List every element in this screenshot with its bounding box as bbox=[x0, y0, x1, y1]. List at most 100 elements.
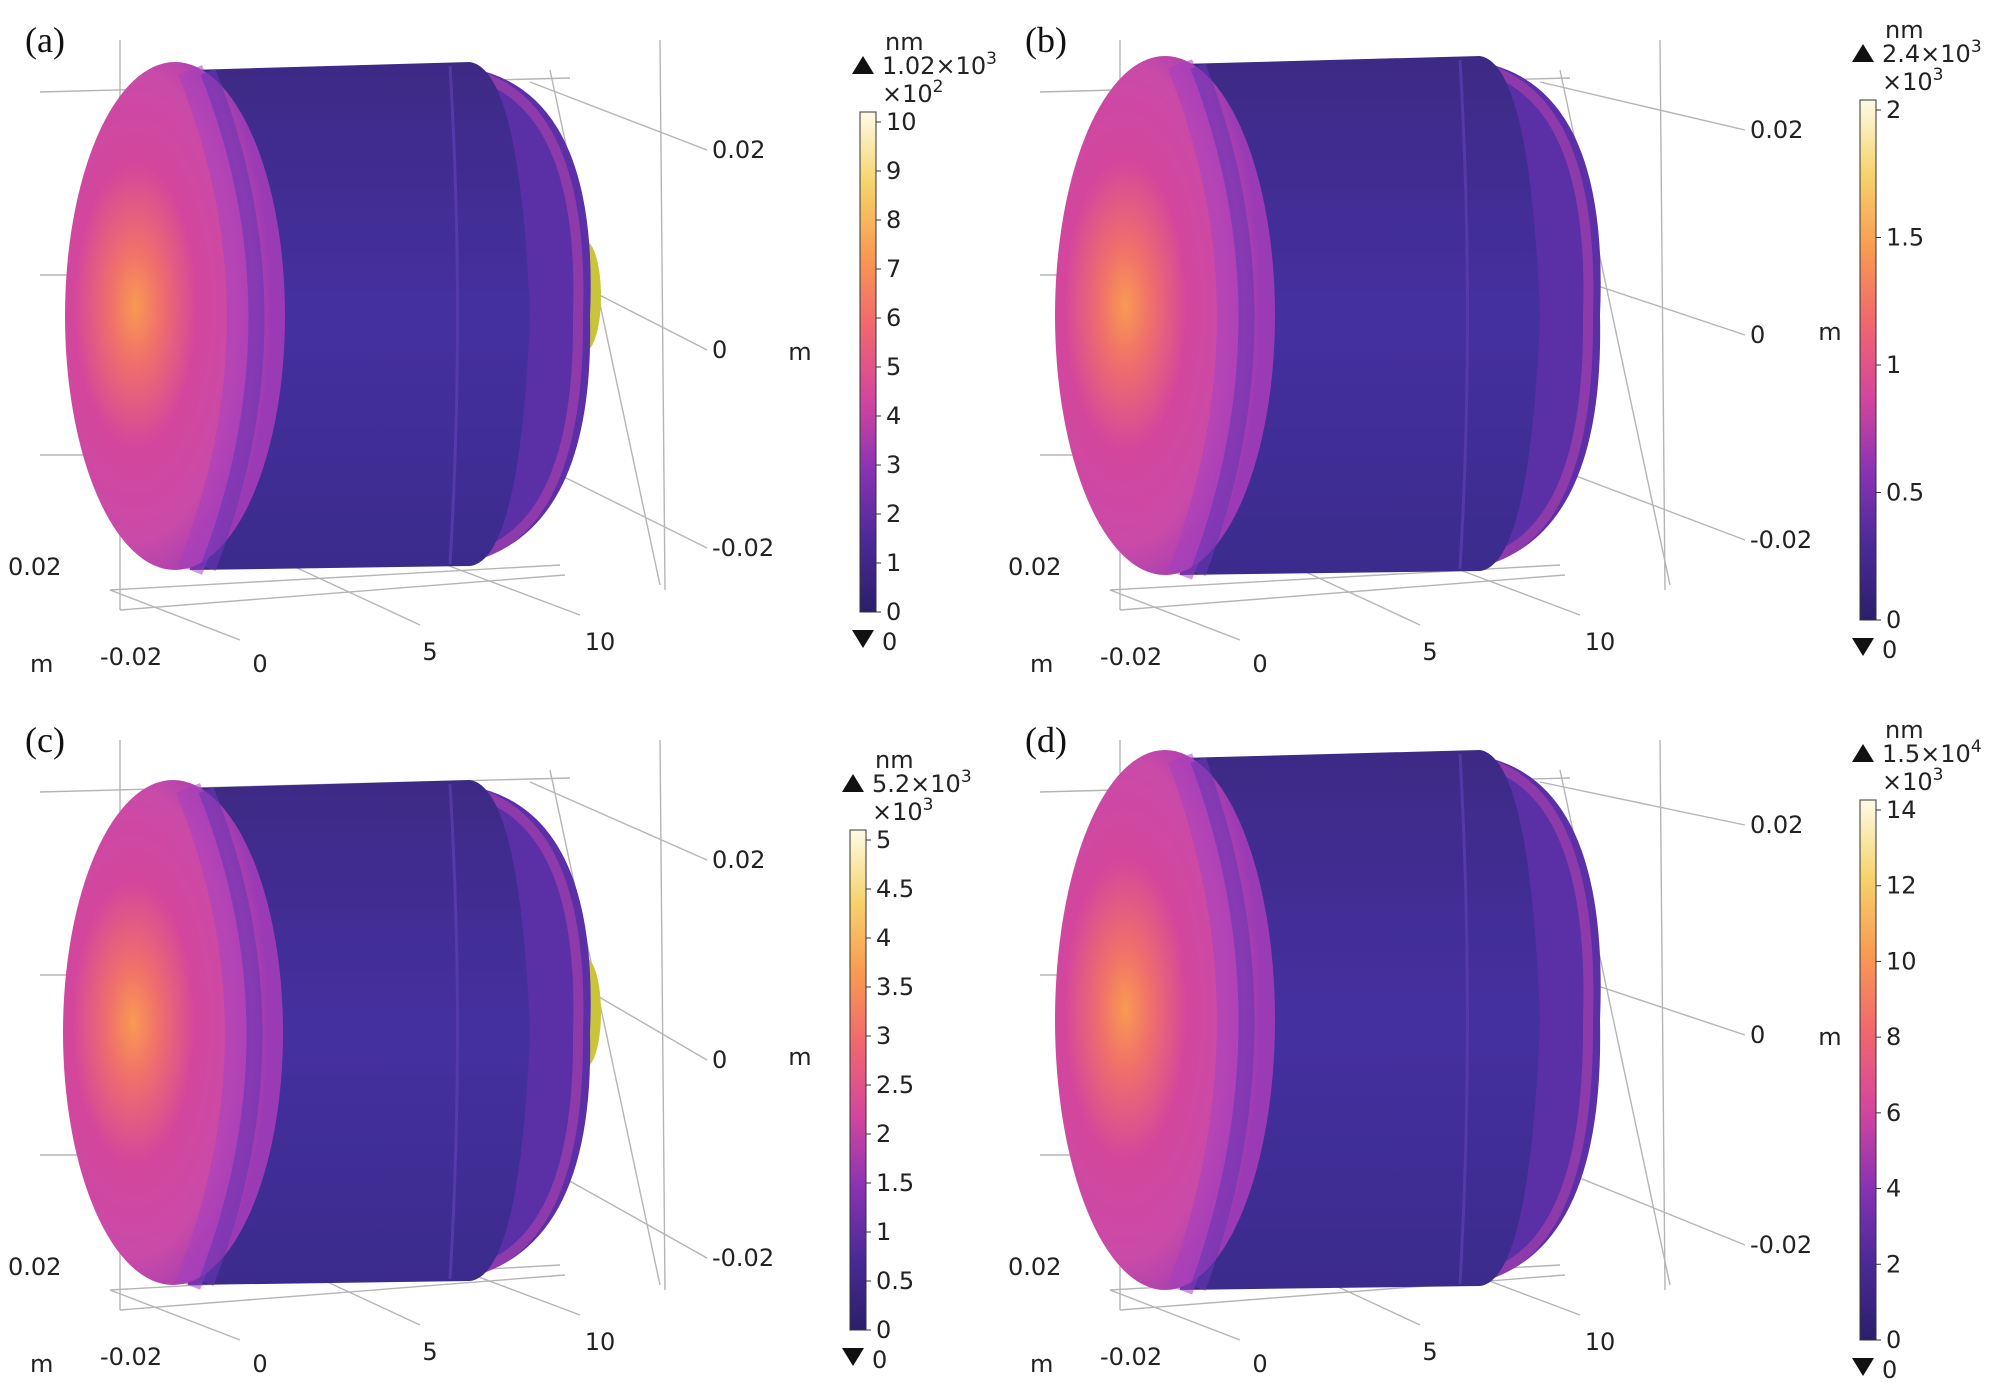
cylinder-body bbox=[188, 780, 530, 1285]
colorbar-tick-label: 2 bbox=[876, 1120, 891, 1148]
y-axis-unit: m bbox=[1030, 650, 1053, 678]
panel-a: (a) 0.02 0 -0.02 m 0.02 -0.02 m 0 5 10 nm 1.02×103 ×1… bbox=[0, 0, 1000, 700]
deformed-cylinder bbox=[63, 780, 601, 1290]
min-triangle-icon bbox=[1852, 638, 1874, 656]
colorbar-tick-label: 1 bbox=[886, 549, 901, 577]
colorbar-scale: ×102 bbox=[882, 77, 943, 108]
x-tick-label: 0 bbox=[252, 1350, 267, 1378]
colorbar-scale: ×103 bbox=[1882, 765, 1943, 796]
y-tick-label: -0.02 bbox=[100, 643, 162, 671]
max-triangle-icon bbox=[842, 774, 864, 792]
x-tick-label: 10 bbox=[1585, 1328, 1616, 1356]
colorbar-unit: nm bbox=[1885, 16, 1924, 44]
max-triangle-icon bbox=[1852, 44, 1874, 62]
colorbar-tick-label: 3 bbox=[886, 451, 901, 479]
z-axis-unit: m bbox=[788, 338, 811, 366]
z-tick-label: -0.02 bbox=[712, 534, 774, 562]
colorbar-unit: nm bbox=[1885, 716, 1924, 744]
colorbar-gradient bbox=[859, 111, 877, 613]
cylinder-body bbox=[1180, 56, 1540, 575]
colorbar-tick-label: 10 bbox=[886, 108, 917, 136]
panel-b: (b) 0.02 0 -0.02 m 0.02 -0.02 m 0 5 10 nm 2.4×103 ×10… bbox=[1000, 0, 1999, 700]
min-triangle-icon bbox=[842, 1348, 864, 1366]
colorbar-tick-label: 14 bbox=[1886, 796, 1917, 824]
x-tick-label: 5 bbox=[422, 1338, 437, 1366]
colorbar-tick-label: 1 bbox=[1886, 351, 1901, 379]
colorbar-tick-label: 7 bbox=[886, 255, 901, 283]
colorbar-scale: ×103 bbox=[872, 795, 933, 826]
colorbar-tick-label: 6 bbox=[1886, 1099, 1901, 1127]
colorbar-tick-label: 3 bbox=[876, 1022, 891, 1050]
colorbar-tick-label: 9 bbox=[886, 157, 901, 185]
y-tick-label: 0.02 bbox=[1008, 553, 1061, 581]
colorbar-tick-label: 8 bbox=[1886, 1023, 1901, 1051]
min-triangle-icon bbox=[852, 630, 874, 648]
colorbar-tick-label: 5 bbox=[886, 353, 901, 381]
colorbar-min: 0 bbox=[1882, 636, 1897, 664]
colorbar-gradient bbox=[849, 829, 867, 1331]
y-axis-unit: m bbox=[30, 1350, 53, 1378]
max-triangle-icon bbox=[1852, 744, 1874, 762]
colorbar-max: 1.02×103 bbox=[882, 49, 997, 80]
colorbar-tick-label: 2 bbox=[1886, 1250, 1901, 1278]
colorbar-tick-label: 0 bbox=[876, 1316, 891, 1344]
z-tick-label: 0 bbox=[1750, 321, 1765, 349]
colorbar-unit: nm bbox=[885, 28, 924, 56]
min-triangle-icon bbox=[1852, 1358, 1874, 1376]
x-tick-label: 0 bbox=[1252, 650, 1267, 678]
colorbar-min: 0 bbox=[1882, 1356, 1897, 1384]
colorbar-tick-label: 4 bbox=[886, 402, 901, 430]
colorbar-scale: ×103 bbox=[1882, 65, 1943, 96]
x-tick-label: 10 bbox=[585, 1328, 616, 1356]
colorbar-tick-label: 0.5 bbox=[876, 1267, 914, 1295]
max-triangle-icon bbox=[852, 56, 874, 74]
y-axis-unit: m bbox=[1030, 1350, 1053, 1378]
y-tick-label: -0.02 bbox=[1100, 643, 1162, 671]
x-tick-label: 5 bbox=[422, 638, 437, 666]
z-tick-label: 0.02 bbox=[712, 136, 765, 164]
colorbar-unit: nm bbox=[875, 746, 914, 774]
y-tick-label: -0.02 bbox=[100, 1343, 162, 1371]
x-tick-label: 0 bbox=[1252, 1350, 1267, 1378]
z-tick-label: 0 bbox=[712, 1046, 727, 1074]
colorbar-tick-label: 10 bbox=[1886, 947, 1917, 975]
colorbar-gradient bbox=[1859, 799, 1877, 1341]
z-tick-label: 0 bbox=[712, 336, 727, 364]
x-tick-label: 5 bbox=[1422, 638, 1437, 666]
colorbar-tick-label: 1 bbox=[876, 1218, 891, 1246]
z-axis-unit: m bbox=[788, 1043, 811, 1071]
y-tick-label: 0.02 bbox=[8, 1253, 61, 1281]
y-axis-unit: m bbox=[30, 650, 53, 678]
colorbar-tick-label: 2 bbox=[886, 500, 901, 528]
z-axis-unit: m bbox=[1818, 318, 1841, 346]
colorbar-tick-label: 0 bbox=[1886, 606, 1901, 634]
colorbar-min: 0 bbox=[882, 628, 897, 656]
colorbar-tick-label: 0 bbox=[1886, 1326, 1901, 1354]
colorbar-tick-label: 0 bbox=[886, 598, 901, 626]
colorbar-min: 0 bbox=[872, 1346, 887, 1374]
z-tick-label: 0.02 bbox=[1750, 811, 1803, 839]
cylinder-body bbox=[1180, 750, 1540, 1290]
x-tick-label: 10 bbox=[1585, 628, 1616, 656]
z-tick-label: 0.02 bbox=[712, 846, 765, 874]
colorbar-gradient bbox=[1859, 99, 1877, 621]
z-tick-label: 0 bbox=[1750, 1021, 1765, 1049]
panel-d: (d) 0.02 0 -0.02 m 0.02 -0.02 m 0 5 10 nm 1.5×104 ×10… bbox=[1000, 700, 1999, 1400]
colorbar-tick-label: 5 bbox=[876, 826, 891, 854]
cylinder-body bbox=[190, 62, 530, 570]
z-tick-label: -0.02 bbox=[1750, 1231, 1812, 1259]
colorbar-tick-label: 4.5 bbox=[876, 875, 914, 903]
z-tick-label: -0.02 bbox=[1750, 526, 1812, 554]
colorbar-tick-label: 4 bbox=[1886, 1175, 1901, 1203]
z-tick-label: -0.02 bbox=[712, 1244, 774, 1272]
colorbar-tick-label: 2 bbox=[1886, 96, 1901, 124]
z-tick-label: 0.02 bbox=[1750, 116, 1803, 144]
colorbar-tick-label: 4 bbox=[876, 924, 891, 952]
colorbar-tick-label: 12 bbox=[1886, 872, 1917, 900]
